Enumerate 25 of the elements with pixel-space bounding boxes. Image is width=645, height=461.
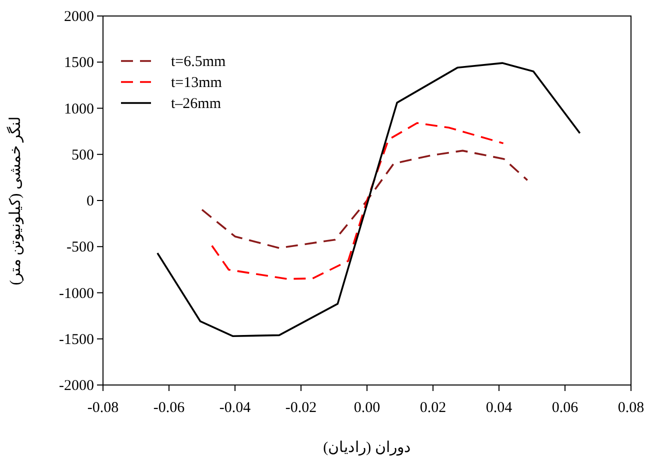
y-axis-title: لنگر خمشی (کیلونیوتن متر) <box>6 116 24 286</box>
y-tick-label: 1000 <box>64 101 94 118</box>
x-tick-label: 0.08 <box>618 400 644 416</box>
x-axis-title: دوران (رادیان) <box>323 440 411 456</box>
line-series <box>211 122 504 280</box>
x-tick-label: 0.04 <box>486 400 513 416</box>
line-series <box>201 150 528 249</box>
x-tick-label: -0.08 <box>87 400 119 416</box>
y-tick-label: -1000 <box>59 286 94 302</box>
legend-label: t=13mm <box>171 75 222 91</box>
y-tick-label: 1500 <box>64 55 94 72</box>
y-tick-label: 2000 <box>64 9 94 25</box>
legend-label: t–26mm <box>171 96 222 112</box>
x-tick-label: 0.02 <box>420 400 446 416</box>
x-tick-label: -0.06 <box>153 400 186 416</box>
y-tick-label: -1500 <box>59 332 94 348</box>
y-tick-label: 500 <box>72 147 94 164</box>
y-tick-label: -2000 <box>59 378 94 394</box>
y-tick-label: -500 <box>66 240 94 256</box>
legend-label: t=6.5mm <box>171 54 226 70</box>
x-tick-label: -0.02 <box>285 400 317 416</box>
x-tick-label: 0.06 <box>552 400 579 416</box>
y-tick-label: 0 <box>86 194 94 210</box>
x-tick-label: 0.00 <box>354 400 380 416</box>
x-tick-label: -0.04 <box>219 400 252 416</box>
